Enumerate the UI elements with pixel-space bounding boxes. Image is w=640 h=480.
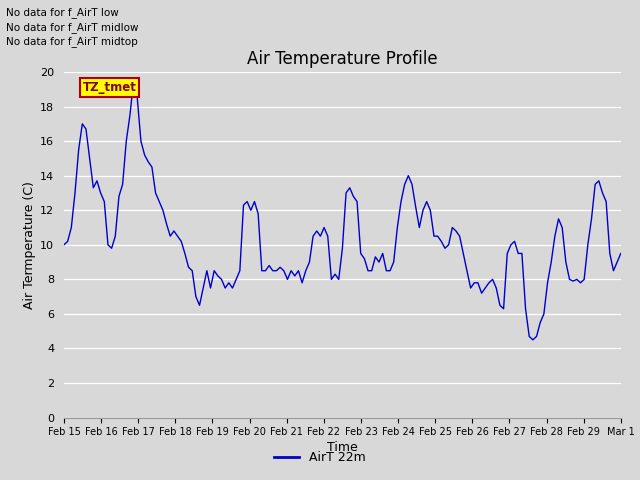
Y-axis label: Air Termperature (C): Air Termperature (C)	[23, 181, 36, 309]
Title: Air Temperature Profile: Air Temperature Profile	[247, 49, 438, 68]
Text: No data for f_AirT low: No data for f_AirT low	[6, 7, 119, 18]
Text: TZ_tmet: TZ_tmet	[83, 81, 136, 94]
X-axis label: Time: Time	[327, 442, 358, 455]
Text: No data for f_AirT midtop: No data for f_AirT midtop	[6, 36, 138, 47]
Text: No data for f_AirT midlow: No data for f_AirT midlow	[6, 22, 139, 33]
Legend: AirT 22m: AirT 22m	[269, 446, 371, 469]
